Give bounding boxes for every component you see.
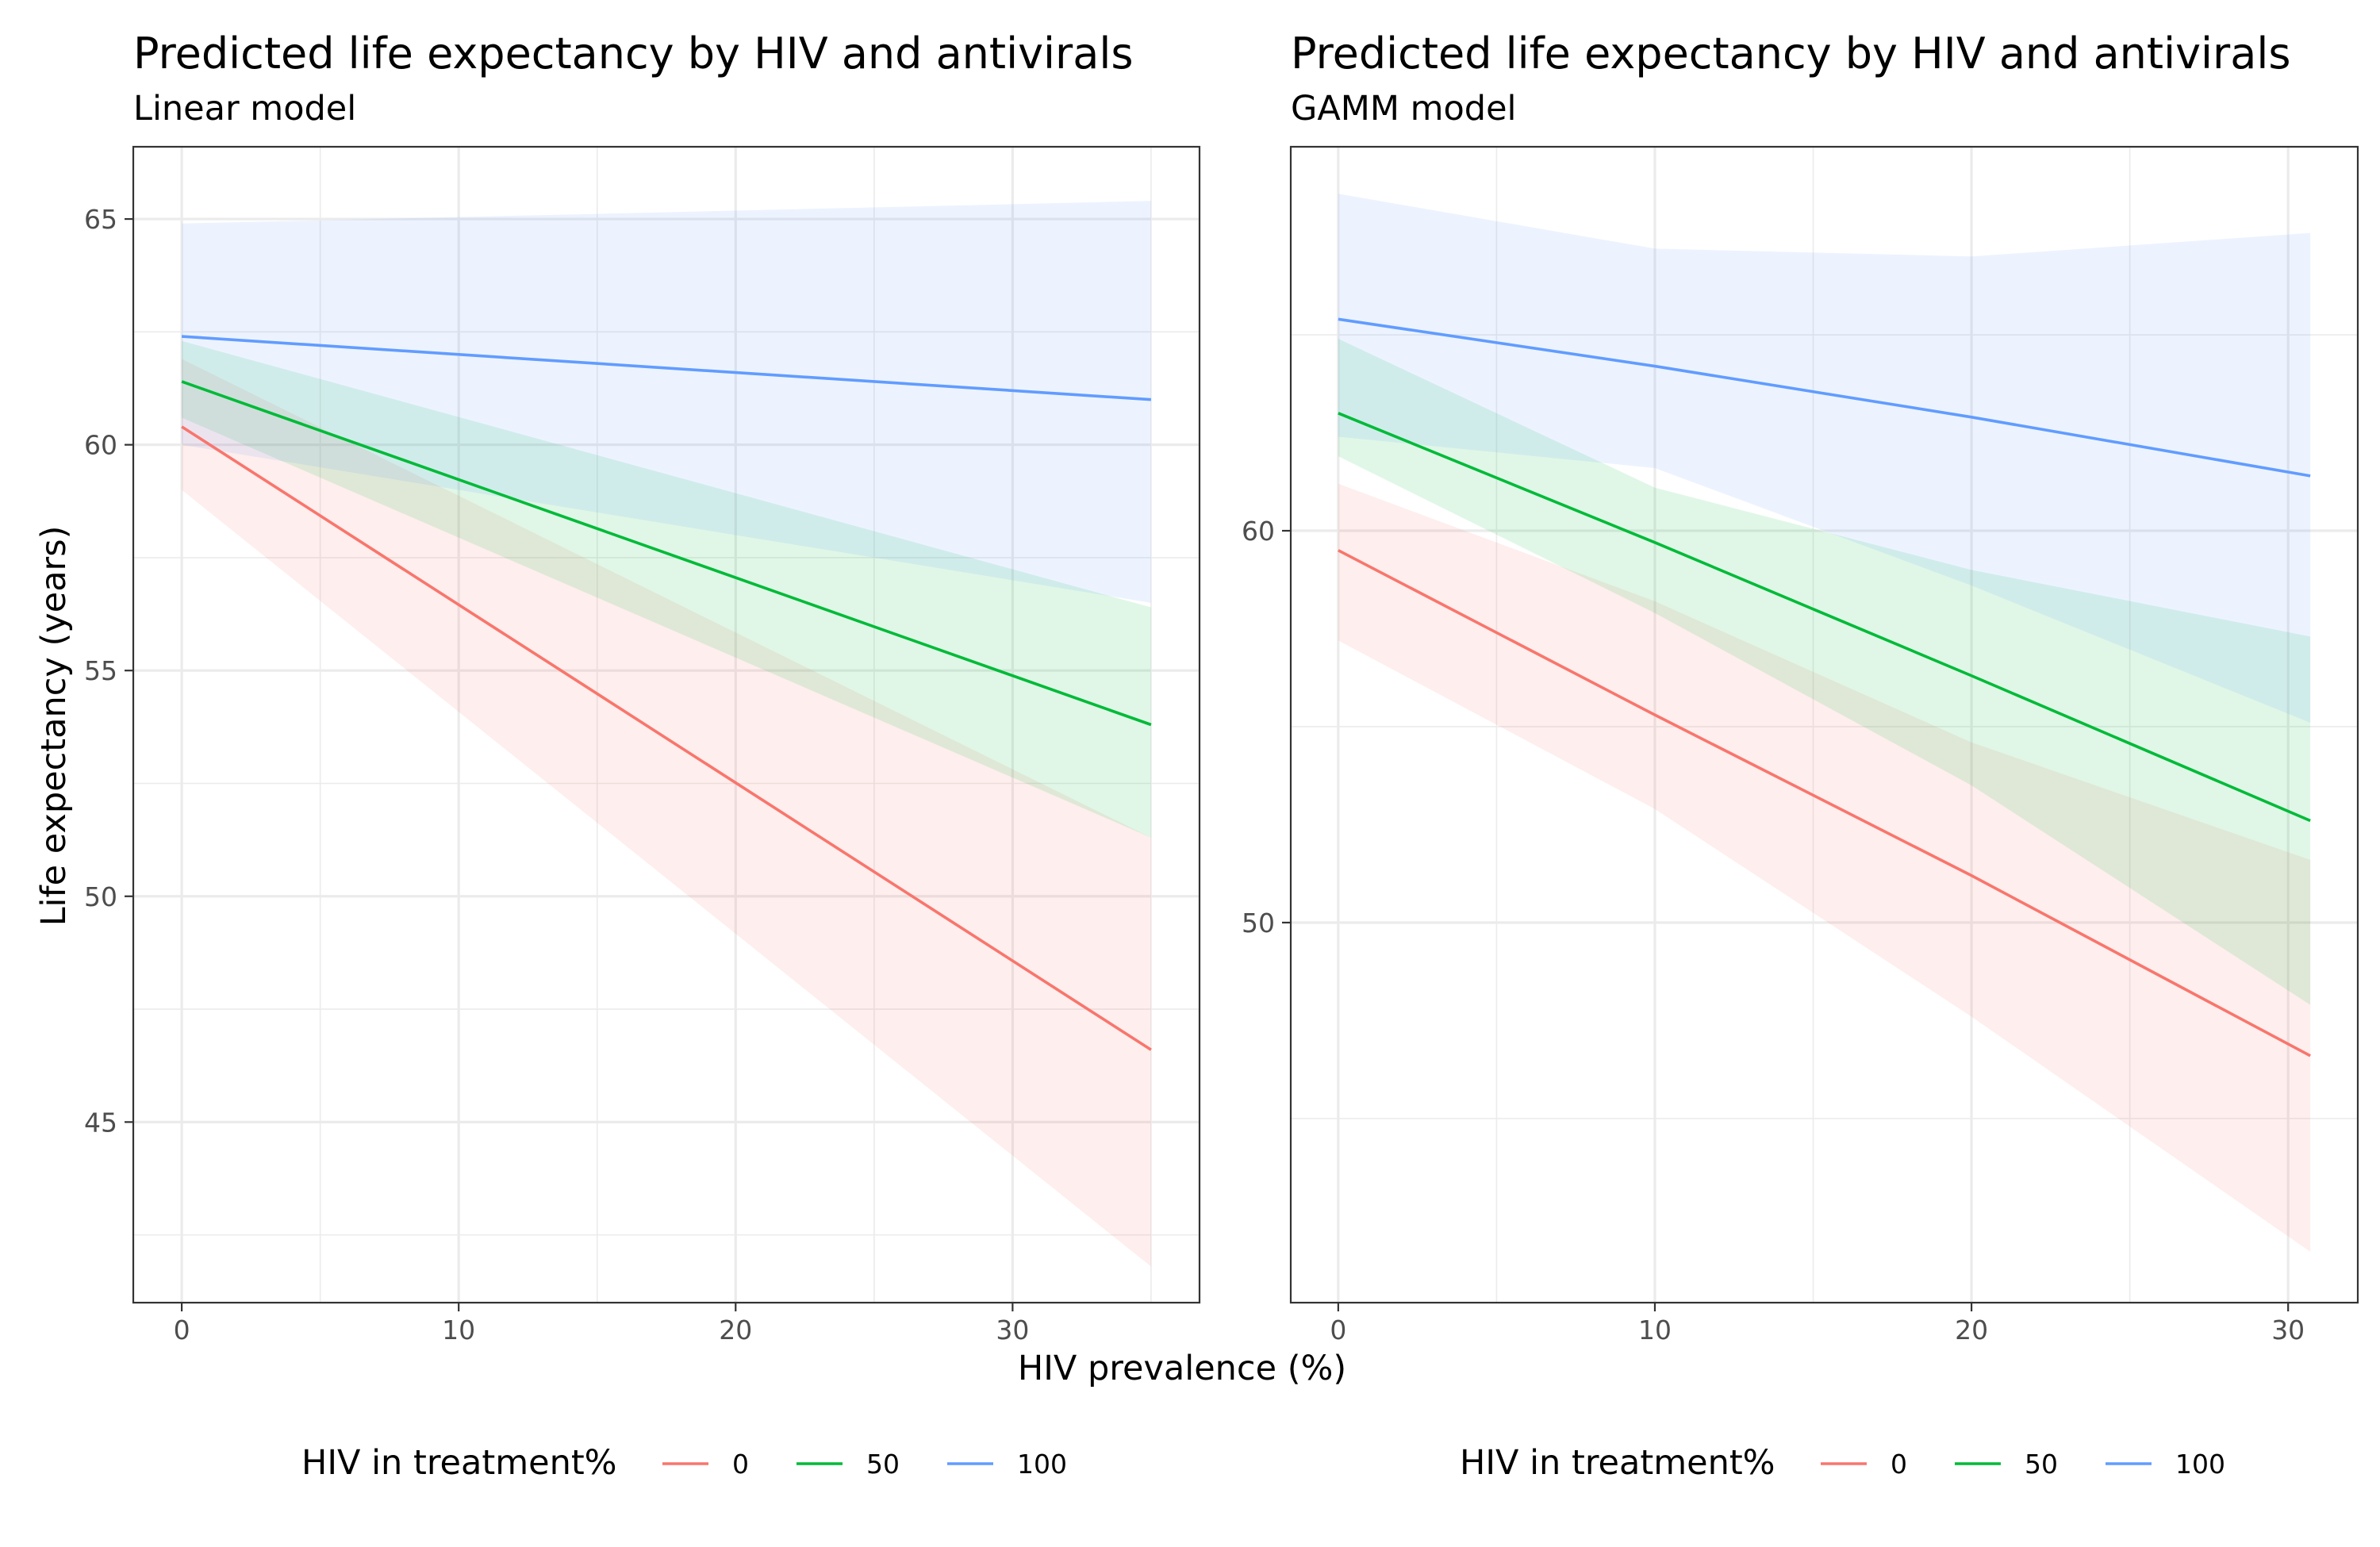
- legend-title: HIV in treatment%: [301, 1443, 617, 1483]
- legend-label-50: 50: [2025, 1449, 2058, 1480]
- confidence-ribbons: [182, 201, 1151, 1267]
- panel-linear-model: Predicted life expectancy by HIV and ant…: [34, 29, 1346, 1483]
- x-axis: 0 10 20 30: [174, 1303, 1029, 1345]
- y-axis: 45 50 55 60 65: [84, 204, 133, 1138]
- x-tick-label: 20: [1955, 1315, 1988, 1345]
- legend-label-100: 100: [2175, 1449, 2225, 1480]
- legend-item-100: 100: [947, 1449, 1067, 1480]
- series-line-100: [1338, 317, 2311, 478]
- legend-title: HIV in treatment%: [1460, 1443, 1775, 1483]
- legend: HIV in treatment% 0 50 100: [1460, 1443, 2225, 1483]
- y-tick-label: 50: [84, 881, 117, 912]
- legend-label-0: 0: [732, 1449, 749, 1480]
- panel-title: Predicted life expectancy by HIV and ant…: [133, 29, 1133, 79]
- y-tick-label: 55: [84, 655, 117, 686]
- x-axis: 0 10 20 30: [1330, 1303, 2305, 1345]
- panel-subtitle: GAMM model: [1291, 89, 1517, 129]
- panel-border: [132, 145, 1201, 1304]
- series-line-0: [181, 425, 1152, 1051]
- series-lines: [1338, 317, 2311, 1058]
- legend-label-100: 100: [1017, 1449, 1067, 1480]
- y-axis-label: Life expectancy (years): [34, 526, 74, 927]
- x-tick-label: 20: [719, 1315, 752, 1345]
- y-tick-label: 60: [84, 430, 117, 461]
- legend: HIV in treatment% 0 50 100: [301, 1443, 1067, 1483]
- legend-item-0: 0: [662, 1449, 749, 1480]
- series-line-50: [181, 380, 1152, 727]
- x-tick-label: 30: [996, 1315, 1029, 1345]
- y-axis: 50 60: [1242, 516, 1291, 939]
- gridlines: [133, 147, 1200, 1303]
- plot-background: [133, 147, 1200, 1303]
- legend-label-50: 50: [866, 1449, 900, 1480]
- x-axis-label: HIV prevalence (%): [1018, 1349, 1346, 1388]
- legend-label-0: 0: [1891, 1449, 1907, 1480]
- panel-border: [1289, 145, 2359, 1304]
- plot-area: 0 10 20 30 45 50 55 60 65: [84, 145, 1201, 1345]
- y-tick-label: 50: [1242, 908, 1275, 939]
- series-line-50: [1338, 412, 2311, 823]
- gridlines: [1291, 147, 2358, 1303]
- ribbon-50: [1338, 339, 2311, 1005]
- legend-item-0: 0: [1821, 1449, 1907, 1480]
- series-line-100: [181, 335, 1152, 401]
- legend-item-50: 50: [1955, 1449, 2058, 1480]
- legend-item-50: 50: [797, 1449, 900, 1480]
- panel-gamm-model: Predicted life expectancy by HIV and ant…: [1242, 29, 2359, 1483]
- plot-area: 0 10 20 30 50 60: [1242, 145, 2359, 1345]
- panel-title: Predicted life expectancy by HIV and ant…: [1291, 29, 2290, 79]
- ribbon-100: [1338, 194, 2311, 724]
- ribbon-100: [182, 201, 1151, 603]
- y-tick-label: 65: [84, 204, 117, 235]
- x-tick-label: 0: [174, 1315, 190, 1345]
- panel-subtitle: Linear model: [133, 89, 356, 129]
- ribbon-0: [182, 359, 1151, 1267]
- series-line-0: [1338, 549, 2311, 1058]
- series-lines: [181, 335, 1152, 1051]
- x-tick-label: 10: [442, 1315, 475, 1345]
- x-tick-label: 10: [1638, 1315, 1672, 1345]
- legend-item-100: 100: [2106, 1449, 2225, 1480]
- ribbon-50: [182, 340, 1151, 838]
- x-tick-label: 30: [2271, 1315, 2305, 1345]
- y-tick-label: 60: [1242, 516, 1275, 547]
- y-tick-label: 45: [84, 1107, 117, 1138]
- x-tick-label: 0: [1330, 1315, 1346, 1345]
